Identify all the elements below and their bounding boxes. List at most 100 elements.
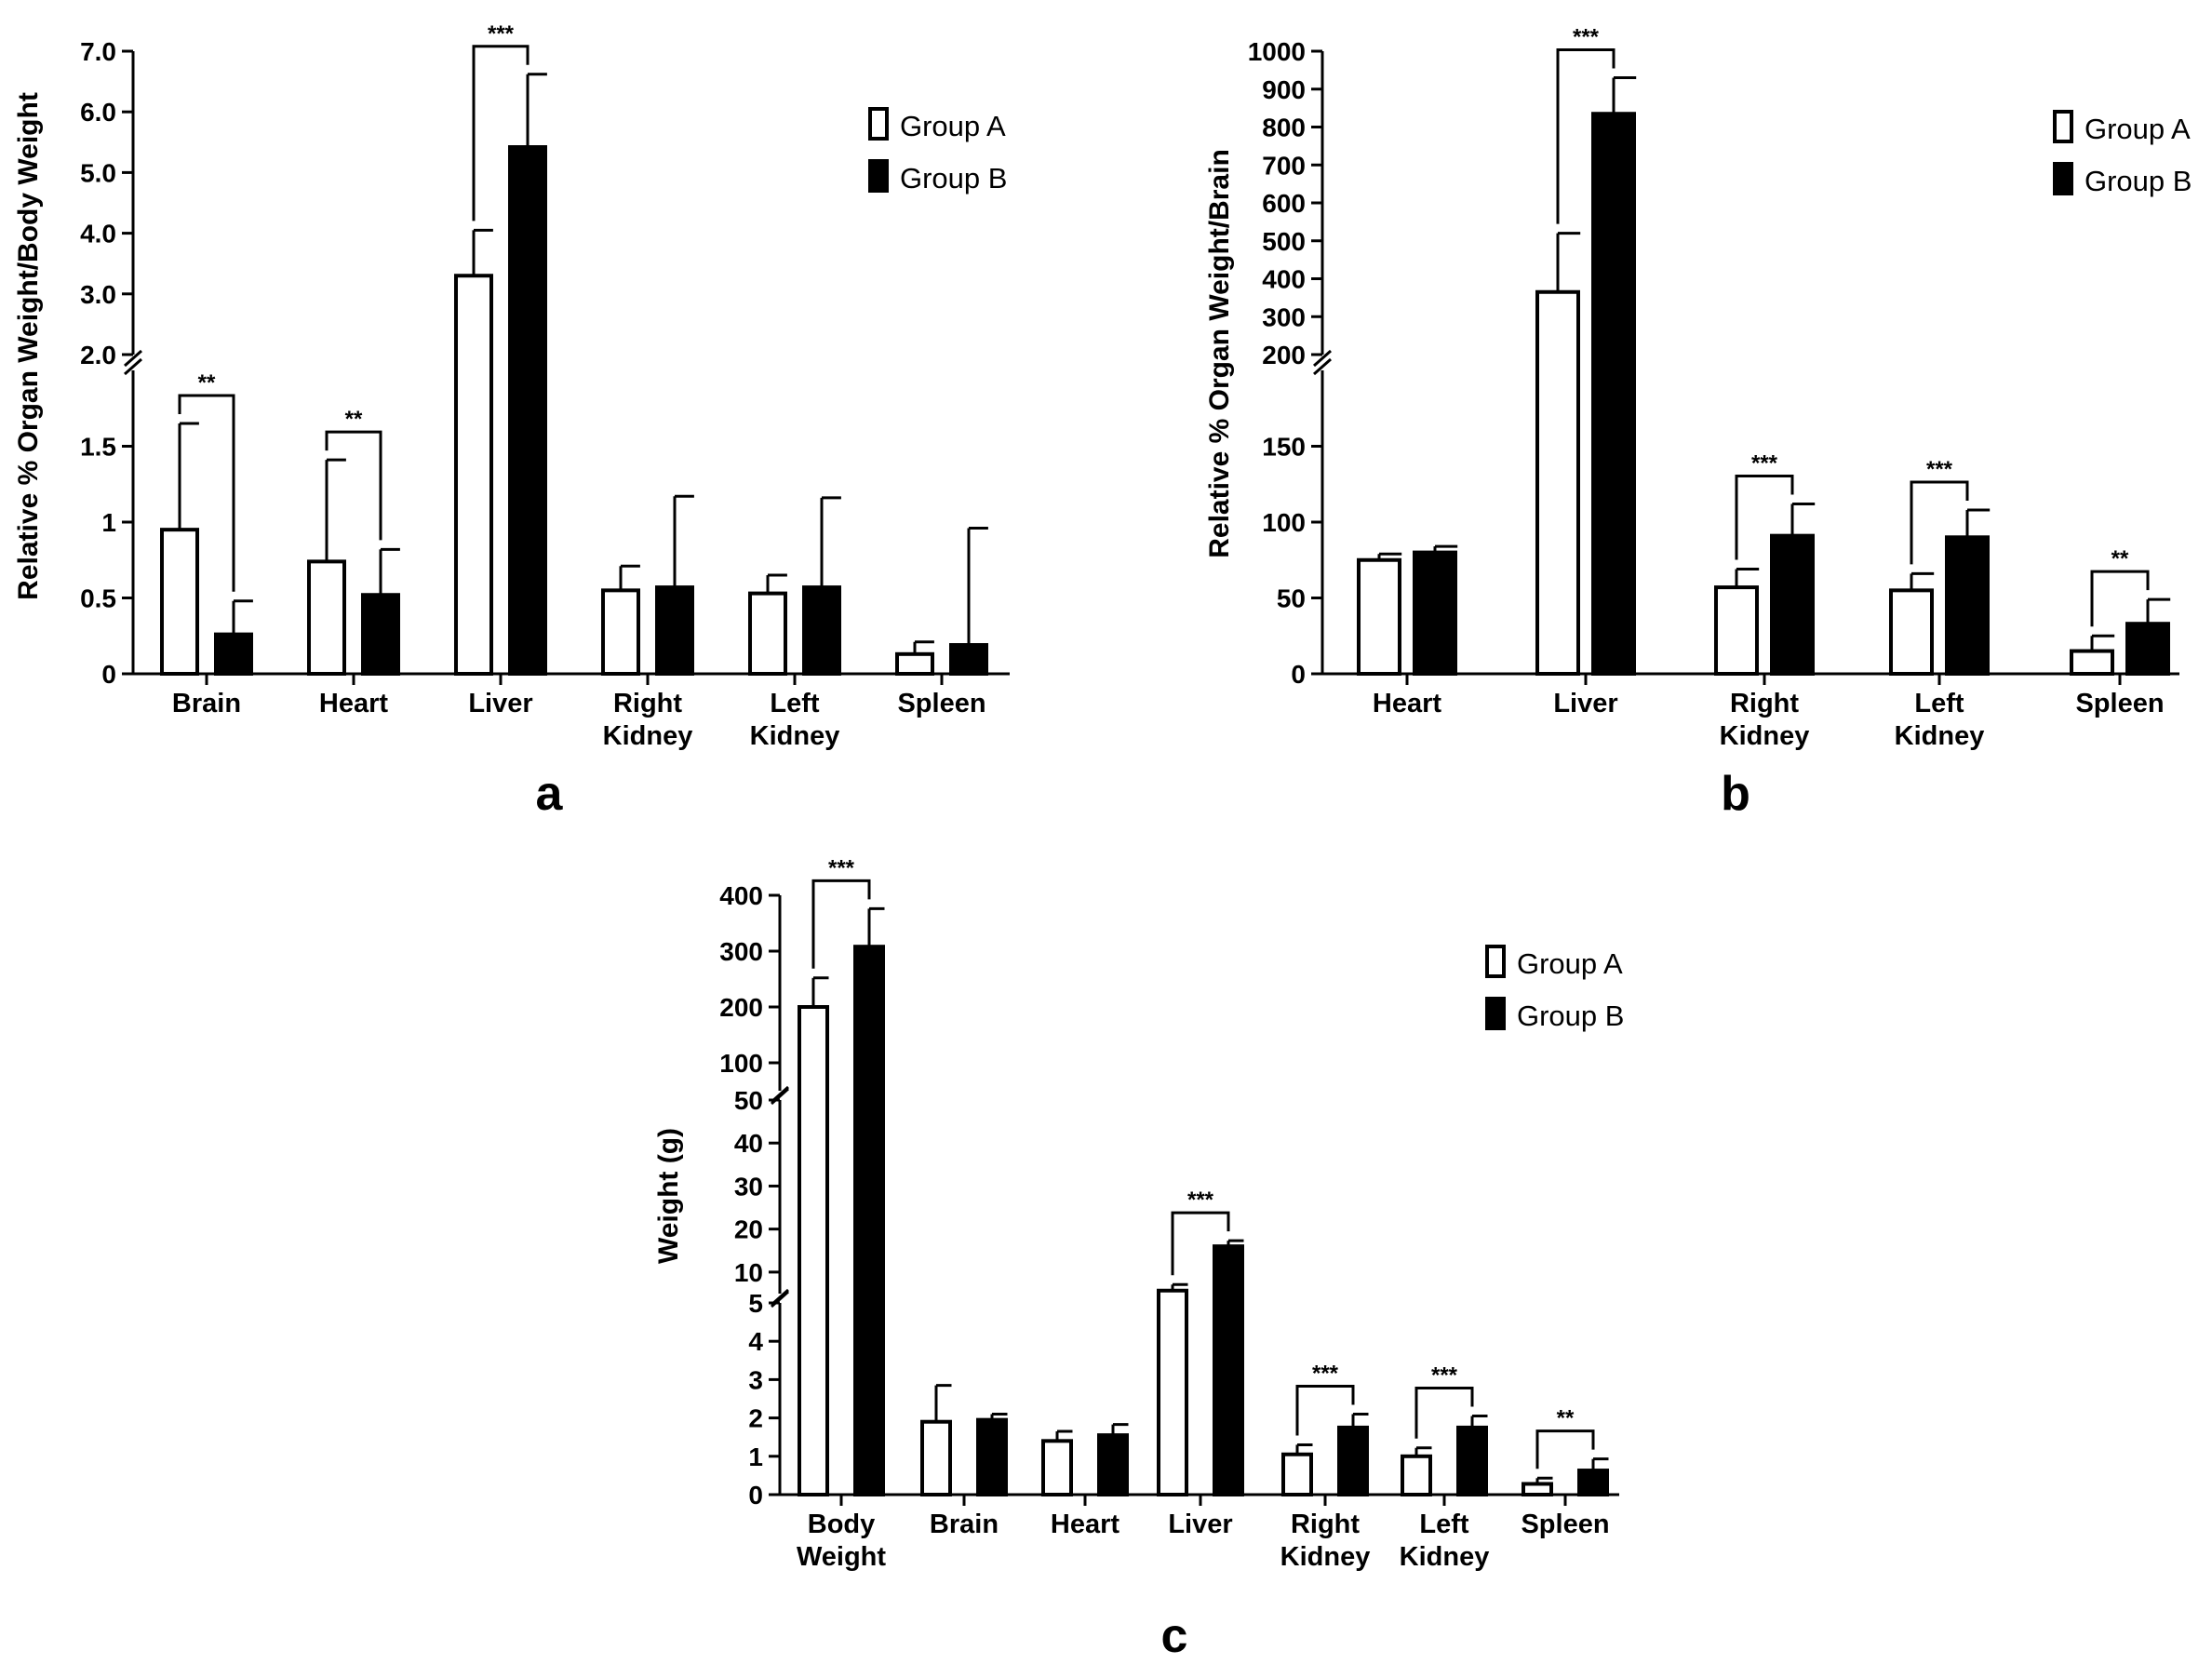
- y-tick-label: 50: [734, 1086, 763, 1115]
- bar-group-a: [748, 591, 787, 676]
- y-tick-label: 0.5: [80, 584, 116, 613]
- significance-label: **: [345, 407, 363, 432]
- legend-label-group-b: Group B: [900, 162, 1007, 195]
- y-tick-label: 300: [719, 937, 763, 966]
- x-category-label: Weight: [797, 1542, 886, 1572]
- bar-group-a: [1041, 1439, 1073, 1496]
- legend-swatch-group-b: [868, 159, 889, 193]
- significance-bracket: [1735, 474, 1794, 560]
- bar-group-b: [2125, 622, 2170, 677]
- legend-label-group-b: Group B: [1517, 1000, 1624, 1032]
- y-tick-label: 7.0: [80, 37, 116, 66]
- y-tick-label: 500: [1262, 227, 1306, 256]
- x-category-label: Spleen: [897, 689, 985, 718]
- axis-break-mark: [124, 349, 142, 368]
- y-tick-label: 100: [719, 1049, 763, 1078]
- y-tick-label: 6.0: [80, 98, 116, 127]
- bar-group-b: [361, 593, 400, 676]
- x-category-label: Left: [770, 689, 820, 718]
- axis-break-mark: [124, 357, 142, 376]
- x-category-label: Kidney: [1720, 721, 1810, 751]
- y-tick-label: 100: [1262, 508, 1306, 537]
- bar-group-b: [508, 145, 547, 677]
- x-category-label: Spleen: [1521, 1510, 1609, 1539]
- y-tick-label: 150: [1262, 433, 1306, 462]
- y-tick-label: 700: [1262, 151, 1306, 180]
- bar-group-b: [1213, 1244, 1244, 1496]
- y-tick-label: 200: [1262, 341, 1306, 369]
- significance-label: ***: [1751, 450, 1778, 476]
- y-tick-label: 5.0: [80, 158, 116, 187]
- y-axis-label: Relative % Organ Weight/Brain: [1204, 149, 1235, 558]
- x-category-label: Kidney: [1895, 721, 1985, 751]
- legend-label-group-a: Group A: [2085, 113, 2191, 145]
- bar-group-b: [1097, 1433, 1129, 1497]
- y-tick-label: 50: [1277, 584, 1306, 613]
- legend-swatch-group-a: [2053, 110, 2073, 143]
- y-tick-label: 300: [1262, 302, 1306, 331]
- bar-group-b: [853, 945, 885, 1496]
- x-category-label: Kidney: [1280, 1542, 1371, 1572]
- bar-group-a: [454, 274, 493, 676]
- significance-bracket: [472, 45, 530, 221]
- bar-group-b: [976, 1417, 1008, 1497]
- legend-swatch-group-a: [868, 107, 889, 141]
- significance-bracket: [1556, 48, 1615, 224]
- bar-group-a: [307, 559, 346, 677]
- significance-label: ***: [1312, 1361, 1339, 1386]
- bar-group-a: [1535, 289, 1580, 676]
- bar-group-a: [1157, 1288, 1188, 1496]
- y-tick-label: 400: [1262, 265, 1306, 294]
- x-category-label: Body: [808, 1510, 876, 1539]
- y-tick-label: 200: [719, 993, 763, 1022]
- x-category-label: Brain: [930, 1510, 999, 1539]
- significance-label: **: [2111, 546, 2129, 571]
- y-tick-label: 600: [1262, 189, 1306, 218]
- panel-label: c: [1161, 1609, 1188, 1663]
- y-axis-label: Weight (g): [653, 1128, 684, 1264]
- axis-break-mark: [771, 1085, 789, 1104]
- bar-group-b: [655, 585, 694, 677]
- chart-panel-c: 0 1 2 3 4 510 20 30 40 50 100 200 300 400 Body Weight Br…: [653, 855, 1624, 1663]
- y-tick-label: 40: [734, 1129, 763, 1158]
- x-category-label: Right: [1730, 689, 1799, 718]
- legend: Group A Group B: [2053, 110, 2192, 197]
- x-category-label: Right: [613, 689, 682, 718]
- axis-break-mark: [1313, 349, 1332, 368]
- legend-label-group-b: Group B: [2085, 165, 2192, 197]
- y-tick-label: 0: [748, 1481, 763, 1510]
- y-tick-label: 1: [748, 1443, 763, 1471]
- significance-label: ***: [828, 855, 855, 880]
- significance-label: ***: [488, 21, 515, 47]
- bar-group-a: [160, 528, 199, 677]
- bar-group-b: [802, 585, 841, 677]
- y-tick-label: 2: [748, 1404, 763, 1433]
- bar-group-a: [1889, 588, 1934, 676]
- y-axis-label: Relative % Organ Weight/Body Weight: [13, 92, 44, 600]
- y-tick-label: 900: [1262, 75, 1306, 104]
- y-tick-label: 3.0: [80, 280, 116, 309]
- bar-group-a: [920, 1419, 952, 1496]
- x-category-label: Kidney: [750, 721, 840, 751]
- significance-bracket: [1171, 1211, 1230, 1276]
- panel-label: a: [536, 767, 564, 821]
- axis-break-mark: [771, 1288, 789, 1307]
- significance-label: **: [1557, 1406, 1575, 1431]
- x-category-label: Kidney: [1400, 1542, 1490, 1572]
- bar-group-b: [1456, 1425, 1488, 1497]
- x-category-label: Heart: [1051, 1510, 1119, 1539]
- x-category-label: Liver: [468, 689, 532, 718]
- significance-bracket: [1535, 1429, 1595, 1469]
- x-category-label: Liver: [1168, 1510, 1232, 1539]
- significance-bracket: [325, 430, 382, 541]
- bar-group-b: [949, 643, 988, 677]
- bar-group-b: [1577, 1469, 1609, 1496]
- x-category-label: Spleen: [2075, 689, 2164, 718]
- y-tick-label: 4.0: [80, 220, 116, 248]
- y-tick-label: 10: [734, 1258, 763, 1287]
- axis-break-mark: [1313, 357, 1332, 376]
- bar-group-b: [1591, 112, 1636, 677]
- legend: Group A Group B: [1485, 945, 1624, 1032]
- y-tick-label: 1000: [1248, 37, 1306, 66]
- bar-group-b: [1770, 533, 1815, 676]
